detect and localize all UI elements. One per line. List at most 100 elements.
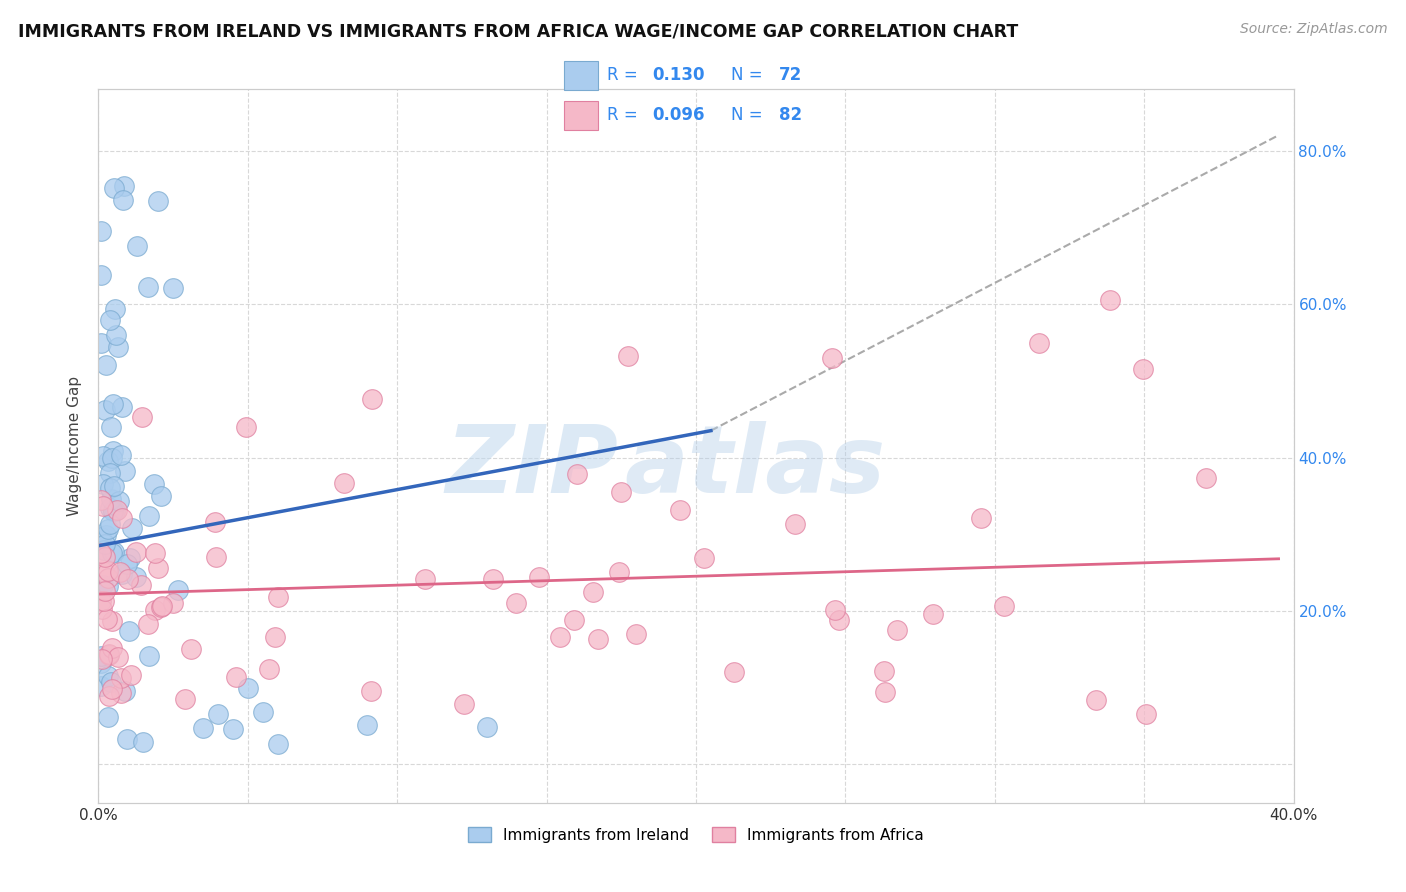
Point <box>91 602 114 616</box>
Point <box>110 671 132 685</box>
Point <box>121 521 143 535</box>
Y-axis label: Wage/Income Gap: Wage/Income Gap <box>67 376 83 516</box>
Point <box>101 682 124 697</box>
Point <box>624 627 647 641</box>
Point <box>101 504 124 518</box>
Point <box>110 400 132 414</box>
Point <box>225 670 247 684</box>
Point <box>143 476 166 491</box>
Point <box>101 444 124 458</box>
Point <box>105 328 128 343</box>
Point <box>97 454 120 468</box>
Point <box>131 409 153 424</box>
Point <box>98 466 121 480</box>
Point <box>110 686 132 700</box>
Point <box>96 522 118 536</box>
Point <box>138 508 160 523</box>
Point <box>821 351 844 365</box>
Text: 82: 82 <box>779 106 803 124</box>
Point <box>100 420 122 434</box>
Point <box>207 707 229 722</box>
Point <box>98 689 121 703</box>
Point <box>117 572 139 586</box>
Point <box>205 550 228 565</box>
Point <box>138 649 160 664</box>
Text: N =: N = <box>731 66 768 84</box>
Point <box>886 624 908 638</box>
Point <box>108 565 131 579</box>
Bar <box>564 62 598 90</box>
Point <box>204 515 226 529</box>
Point <box>1195 471 1218 485</box>
Point <box>103 544 125 558</box>
Point <box>453 697 475 711</box>
Point <box>828 613 851 627</box>
Point <box>873 684 896 698</box>
Point <box>100 491 122 506</box>
Point <box>235 419 257 434</box>
Point <box>90 530 112 544</box>
Point <box>101 450 124 465</box>
Point <box>108 494 131 508</box>
Point <box>90 545 112 559</box>
Point <box>90 593 112 607</box>
Point <box>617 349 640 363</box>
Point <box>132 734 155 748</box>
Point <box>167 582 190 597</box>
Point <box>94 583 117 598</box>
Point <box>94 528 117 542</box>
Point <box>98 481 121 495</box>
Point <box>505 596 527 610</box>
Point <box>236 681 259 696</box>
Point <box>267 590 290 604</box>
Point <box>103 479 125 493</box>
Point <box>1028 335 1050 350</box>
Point <box>97 579 120 593</box>
Point <box>125 570 148 584</box>
Point <box>548 631 571 645</box>
Point <box>222 722 245 736</box>
Point <box>101 641 124 656</box>
Point <box>97 710 120 724</box>
Point <box>104 301 127 316</box>
Point <box>115 557 138 571</box>
Point <box>259 662 281 676</box>
Point <box>101 614 124 628</box>
Point <box>101 397 124 411</box>
Point <box>785 516 807 531</box>
Point <box>112 178 135 193</box>
Point <box>174 691 197 706</box>
Point <box>91 477 114 491</box>
Point <box>90 492 112 507</box>
Point <box>482 572 505 586</box>
Point <box>97 571 120 585</box>
Point <box>527 570 550 584</box>
Point <box>96 359 118 373</box>
Point <box>93 594 115 608</box>
Point <box>105 503 128 517</box>
Point <box>107 340 129 354</box>
Text: N =: N = <box>731 106 768 124</box>
Point <box>333 475 356 490</box>
Point <box>993 599 1015 613</box>
Point <box>1135 706 1157 721</box>
Point <box>148 561 170 575</box>
Point <box>669 503 692 517</box>
Point <box>90 652 112 666</box>
Point <box>610 485 633 500</box>
Point <box>94 402 117 417</box>
Point <box>475 720 498 734</box>
Point <box>94 537 117 551</box>
Point <box>607 565 630 579</box>
Point <box>91 499 114 513</box>
Point <box>125 545 148 559</box>
Text: IMMIGRANTS FROM IRELAND VS IMMIGRANTS FROM AFRICA WAGE/INCOME GAP CORRELATION CH: IMMIGRANTS FROM IRELAND VS IMMIGRANTS FR… <box>18 22 1018 40</box>
Point <box>98 648 121 662</box>
Point <box>267 737 290 751</box>
Point <box>104 504 127 518</box>
Point <box>1132 361 1154 376</box>
Point <box>162 281 184 295</box>
Point <box>191 722 214 736</box>
Point <box>360 683 382 698</box>
Point <box>692 551 714 566</box>
